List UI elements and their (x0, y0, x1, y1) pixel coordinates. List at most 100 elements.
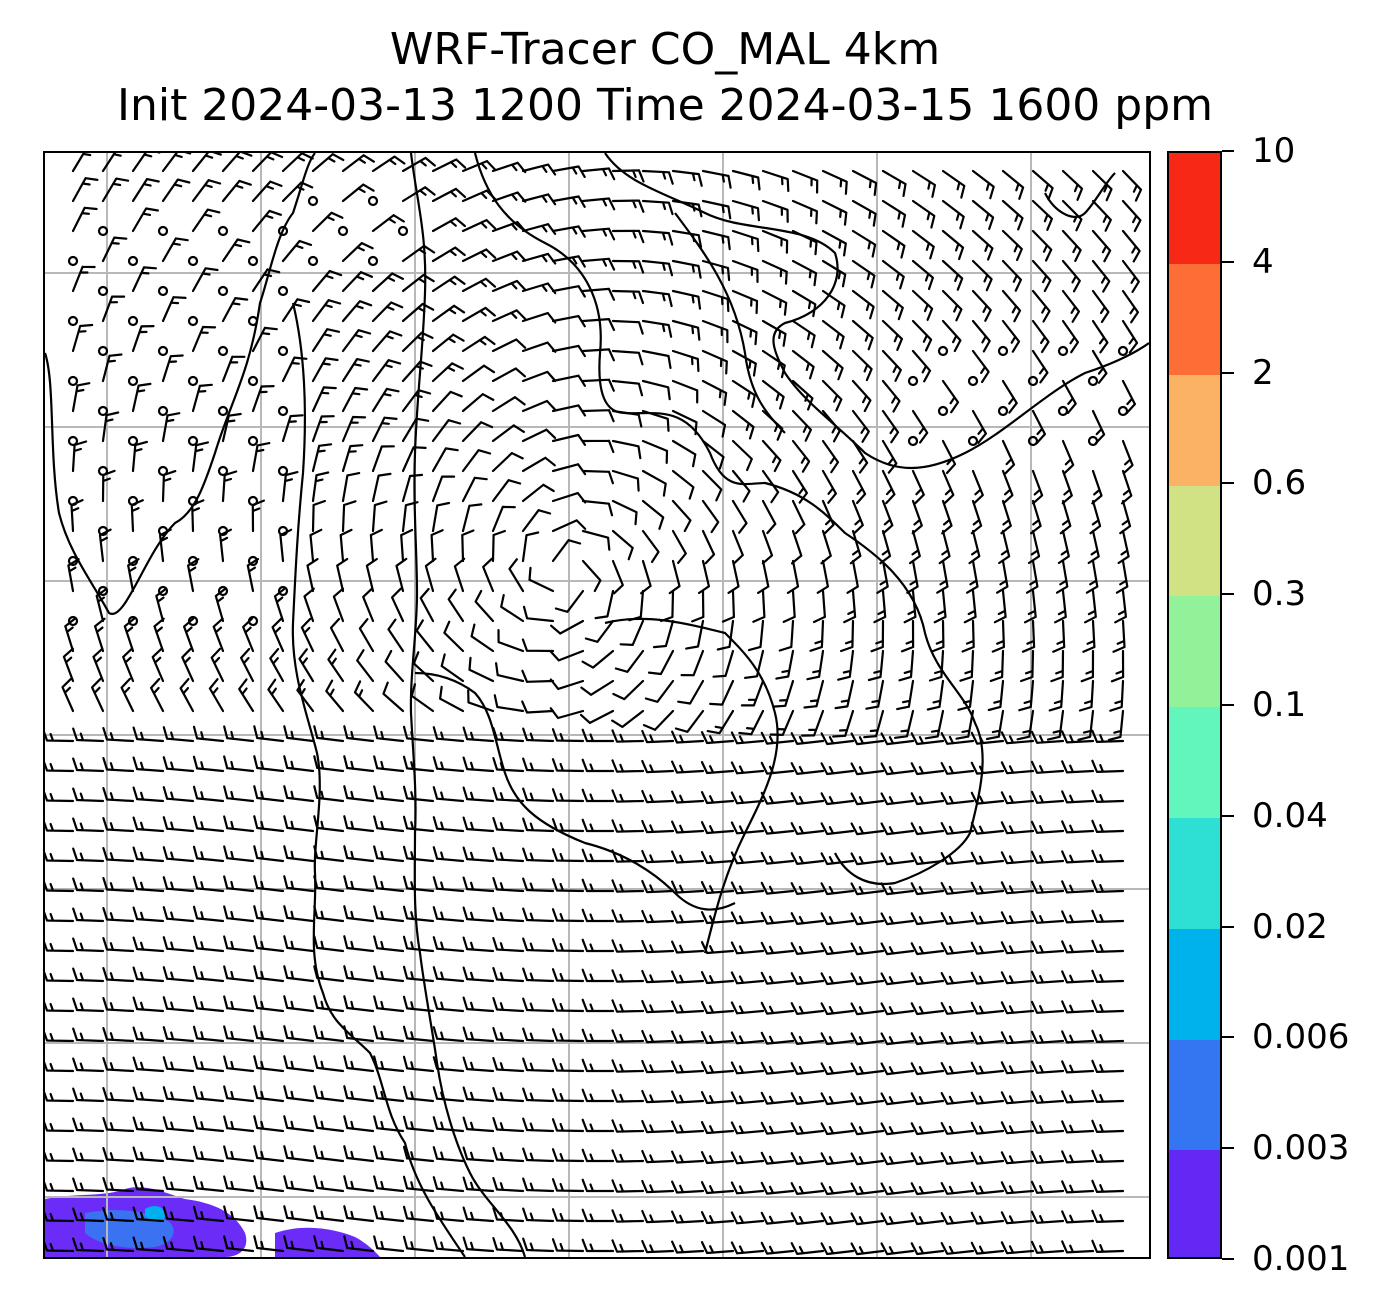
wind-barb (45, 1151, 75, 1163)
wind-barb (373, 1115, 405, 1133)
wind-barb (238, 678, 255, 713)
wind-barb (72, 967, 105, 983)
calm-marker (307, 195, 319, 207)
wind-barb (192, 785, 225, 803)
wind-barb (957, 679, 975, 711)
wind-barb (521, 669, 555, 683)
wind-barb (432, 1176, 465, 1193)
wind-barb (700, 941, 735, 955)
wind-barb (641, 819, 675, 834)
wind-barb (521, 456, 556, 473)
wind-barb (701, 529, 716, 565)
wind-barb (581, 968, 615, 983)
wind-barb (1091, 849, 1125, 863)
calm-marker (1027, 435, 1039, 447)
wind-barb (313, 1055, 345, 1073)
wind-barb (941, 199, 965, 230)
wind-barb (341, 329, 372, 353)
wind-barb (179, 678, 195, 713)
wind-barb (521, 312, 557, 324)
wind-barb (641, 849, 675, 864)
calm-marker (1027, 375, 1039, 387)
wind-barb (491, 529, 506, 563)
wind-barb (581, 1118, 615, 1133)
wind-barb (253, 935, 285, 953)
wind-barb (341, 300, 373, 323)
wind-barb (619, 619, 645, 646)
wind-barb (491, 161, 527, 174)
wind-barb (641, 259, 674, 277)
wind-barb (283, 1025, 315, 1043)
wind-barb (45, 1091, 75, 1103)
wind-barb (581, 257, 616, 271)
wind-barb (401, 360, 433, 383)
wind-barb (400, 528, 414, 563)
wind-barb (551, 1208, 585, 1223)
colorbar-tick-label: 10 (1252, 131, 1296, 171)
wind-barb (940, 972, 975, 985)
wind-barb (1061, 439, 1075, 475)
wind-barb (102, 1027, 135, 1043)
wind-barb (132, 786, 165, 803)
wind-barb (402, 815, 435, 833)
wind-barb (851, 409, 870, 443)
wind-barb (313, 1175, 345, 1193)
wind-barb (101, 295, 126, 323)
wind-barb (926, 679, 945, 711)
wind-barb (1061, 379, 1077, 414)
wind-barb (911, 349, 932, 383)
wind-barb (1000, 791, 1035, 805)
wind-barb (521, 370, 557, 383)
wind-barb (911, 289, 934, 321)
wind-barb (223, 815, 255, 833)
wind-barb (313, 935, 345, 953)
wind-barb (447, 588, 465, 623)
wind-barb (311, 415, 335, 443)
wind-barb (880, 942, 915, 956)
wind-barb (551, 818, 585, 833)
wind-barb (1091, 259, 1111, 293)
wind-barb (940, 1002, 975, 1015)
wind-barb (132, 1086, 165, 1103)
wind-barb (1027, 529, 1041, 565)
wind-barb (343, 965, 375, 983)
wind-barb (940, 1182, 975, 1195)
wind-barb (72, 817, 105, 833)
wind-barb (1117, 529, 1130, 565)
wind-barb (700, 1241, 735, 1255)
wind-barb (161, 178, 191, 203)
wind-barb (761, 469, 780, 504)
wind-barb (790, 1062, 825, 1075)
wind-barb (1110, 649, 1125, 683)
calm-marker (187, 375, 199, 387)
wind-barb (837, 649, 855, 681)
wind-barb (933, 589, 947, 624)
wind-barb (549, 707, 585, 720)
wind-barb (863, 709, 885, 739)
wind-barb (760, 1031, 795, 1045)
wind-barb (761, 499, 777, 535)
wind-barb (731, 469, 751, 503)
wind-barb (867, 649, 885, 682)
wind-barb (1061, 970, 1095, 984)
wind-barb (432, 786, 465, 803)
wind-barb (373, 1085, 405, 1103)
wind-barb (131, 325, 155, 353)
wind-barb (461, 449, 492, 473)
wind-barb (730, 1241, 765, 1255)
calm-marker (157, 285, 169, 297)
wind-barb (700, 911, 735, 925)
wind-barb (522, 997, 555, 1013)
wind-barb (343, 1055, 375, 1073)
wind-barb (731, 199, 760, 222)
calm-marker (1057, 345, 1069, 357)
wind-barb (971, 199, 995, 230)
wind-barb (1061, 850, 1095, 864)
wind-barb (1030, 1210, 1065, 1224)
colorbar-segment (1169, 263, 1220, 375)
wind-barb (551, 998, 585, 1013)
wind-barb (551, 315, 586, 328)
wind-barb (102, 1087, 135, 1103)
wind-barb (461, 393, 495, 413)
wind-barb (45, 941, 75, 953)
